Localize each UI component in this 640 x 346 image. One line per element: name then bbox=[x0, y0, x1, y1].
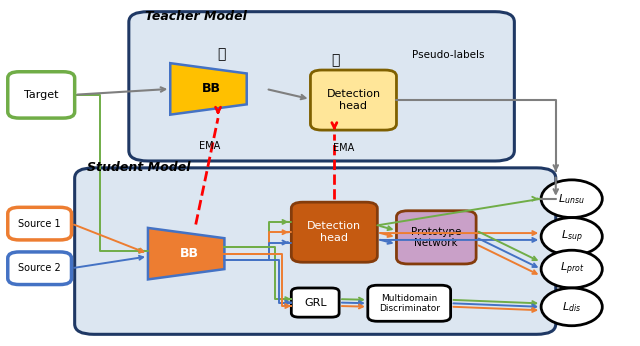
Text: 🔒: 🔒 bbox=[332, 53, 340, 67]
Polygon shape bbox=[148, 228, 225, 280]
Text: BB: BB bbox=[202, 82, 221, 95]
Text: Prototype
Network: Prototype Network bbox=[411, 227, 461, 248]
Text: EMA: EMA bbox=[333, 143, 354, 153]
Polygon shape bbox=[170, 63, 246, 115]
FancyBboxPatch shape bbox=[291, 288, 339, 317]
FancyBboxPatch shape bbox=[8, 72, 75, 118]
FancyBboxPatch shape bbox=[8, 207, 72, 240]
Text: Multidomain
Discriminator: Multidomain Discriminator bbox=[379, 293, 440, 313]
Ellipse shape bbox=[541, 288, 602, 326]
Ellipse shape bbox=[541, 218, 602, 255]
Text: Teacher Model: Teacher Model bbox=[145, 10, 246, 23]
FancyBboxPatch shape bbox=[129, 12, 515, 161]
Text: Target: Target bbox=[24, 90, 58, 100]
Text: Student Model: Student Model bbox=[88, 161, 191, 174]
Text: $L_{dis}$: $L_{dis}$ bbox=[562, 300, 581, 314]
FancyBboxPatch shape bbox=[291, 202, 378, 262]
Text: GRL: GRL bbox=[304, 298, 326, 308]
Ellipse shape bbox=[541, 180, 602, 218]
Text: Detection
head: Detection head bbox=[326, 89, 381, 111]
FancyBboxPatch shape bbox=[75, 168, 556, 334]
Text: $L_{prot}$: $L_{prot}$ bbox=[559, 261, 584, 277]
Text: $L_{unsu}$: $L_{unsu}$ bbox=[558, 192, 585, 206]
Text: Pseudo-labels: Pseudo-labels bbox=[412, 50, 485, 60]
FancyBboxPatch shape bbox=[310, 70, 396, 130]
FancyBboxPatch shape bbox=[368, 285, 451, 321]
Text: $L_{sup}$: $L_{sup}$ bbox=[561, 228, 582, 245]
Text: Source 1: Source 1 bbox=[19, 219, 61, 229]
Text: EMA: EMA bbox=[199, 141, 220, 151]
FancyBboxPatch shape bbox=[8, 252, 72, 284]
Text: 🔒: 🔒 bbox=[217, 48, 225, 62]
Text: Source 2: Source 2 bbox=[19, 263, 61, 273]
Ellipse shape bbox=[541, 250, 602, 288]
Text: Detection
head: Detection head bbox=[307, 221, 362, 243]
Text: BB: BB bbox=[180, 247, 199, 260]
FancyBboxPatch shape bbox=[396, 211, 476, 264]
